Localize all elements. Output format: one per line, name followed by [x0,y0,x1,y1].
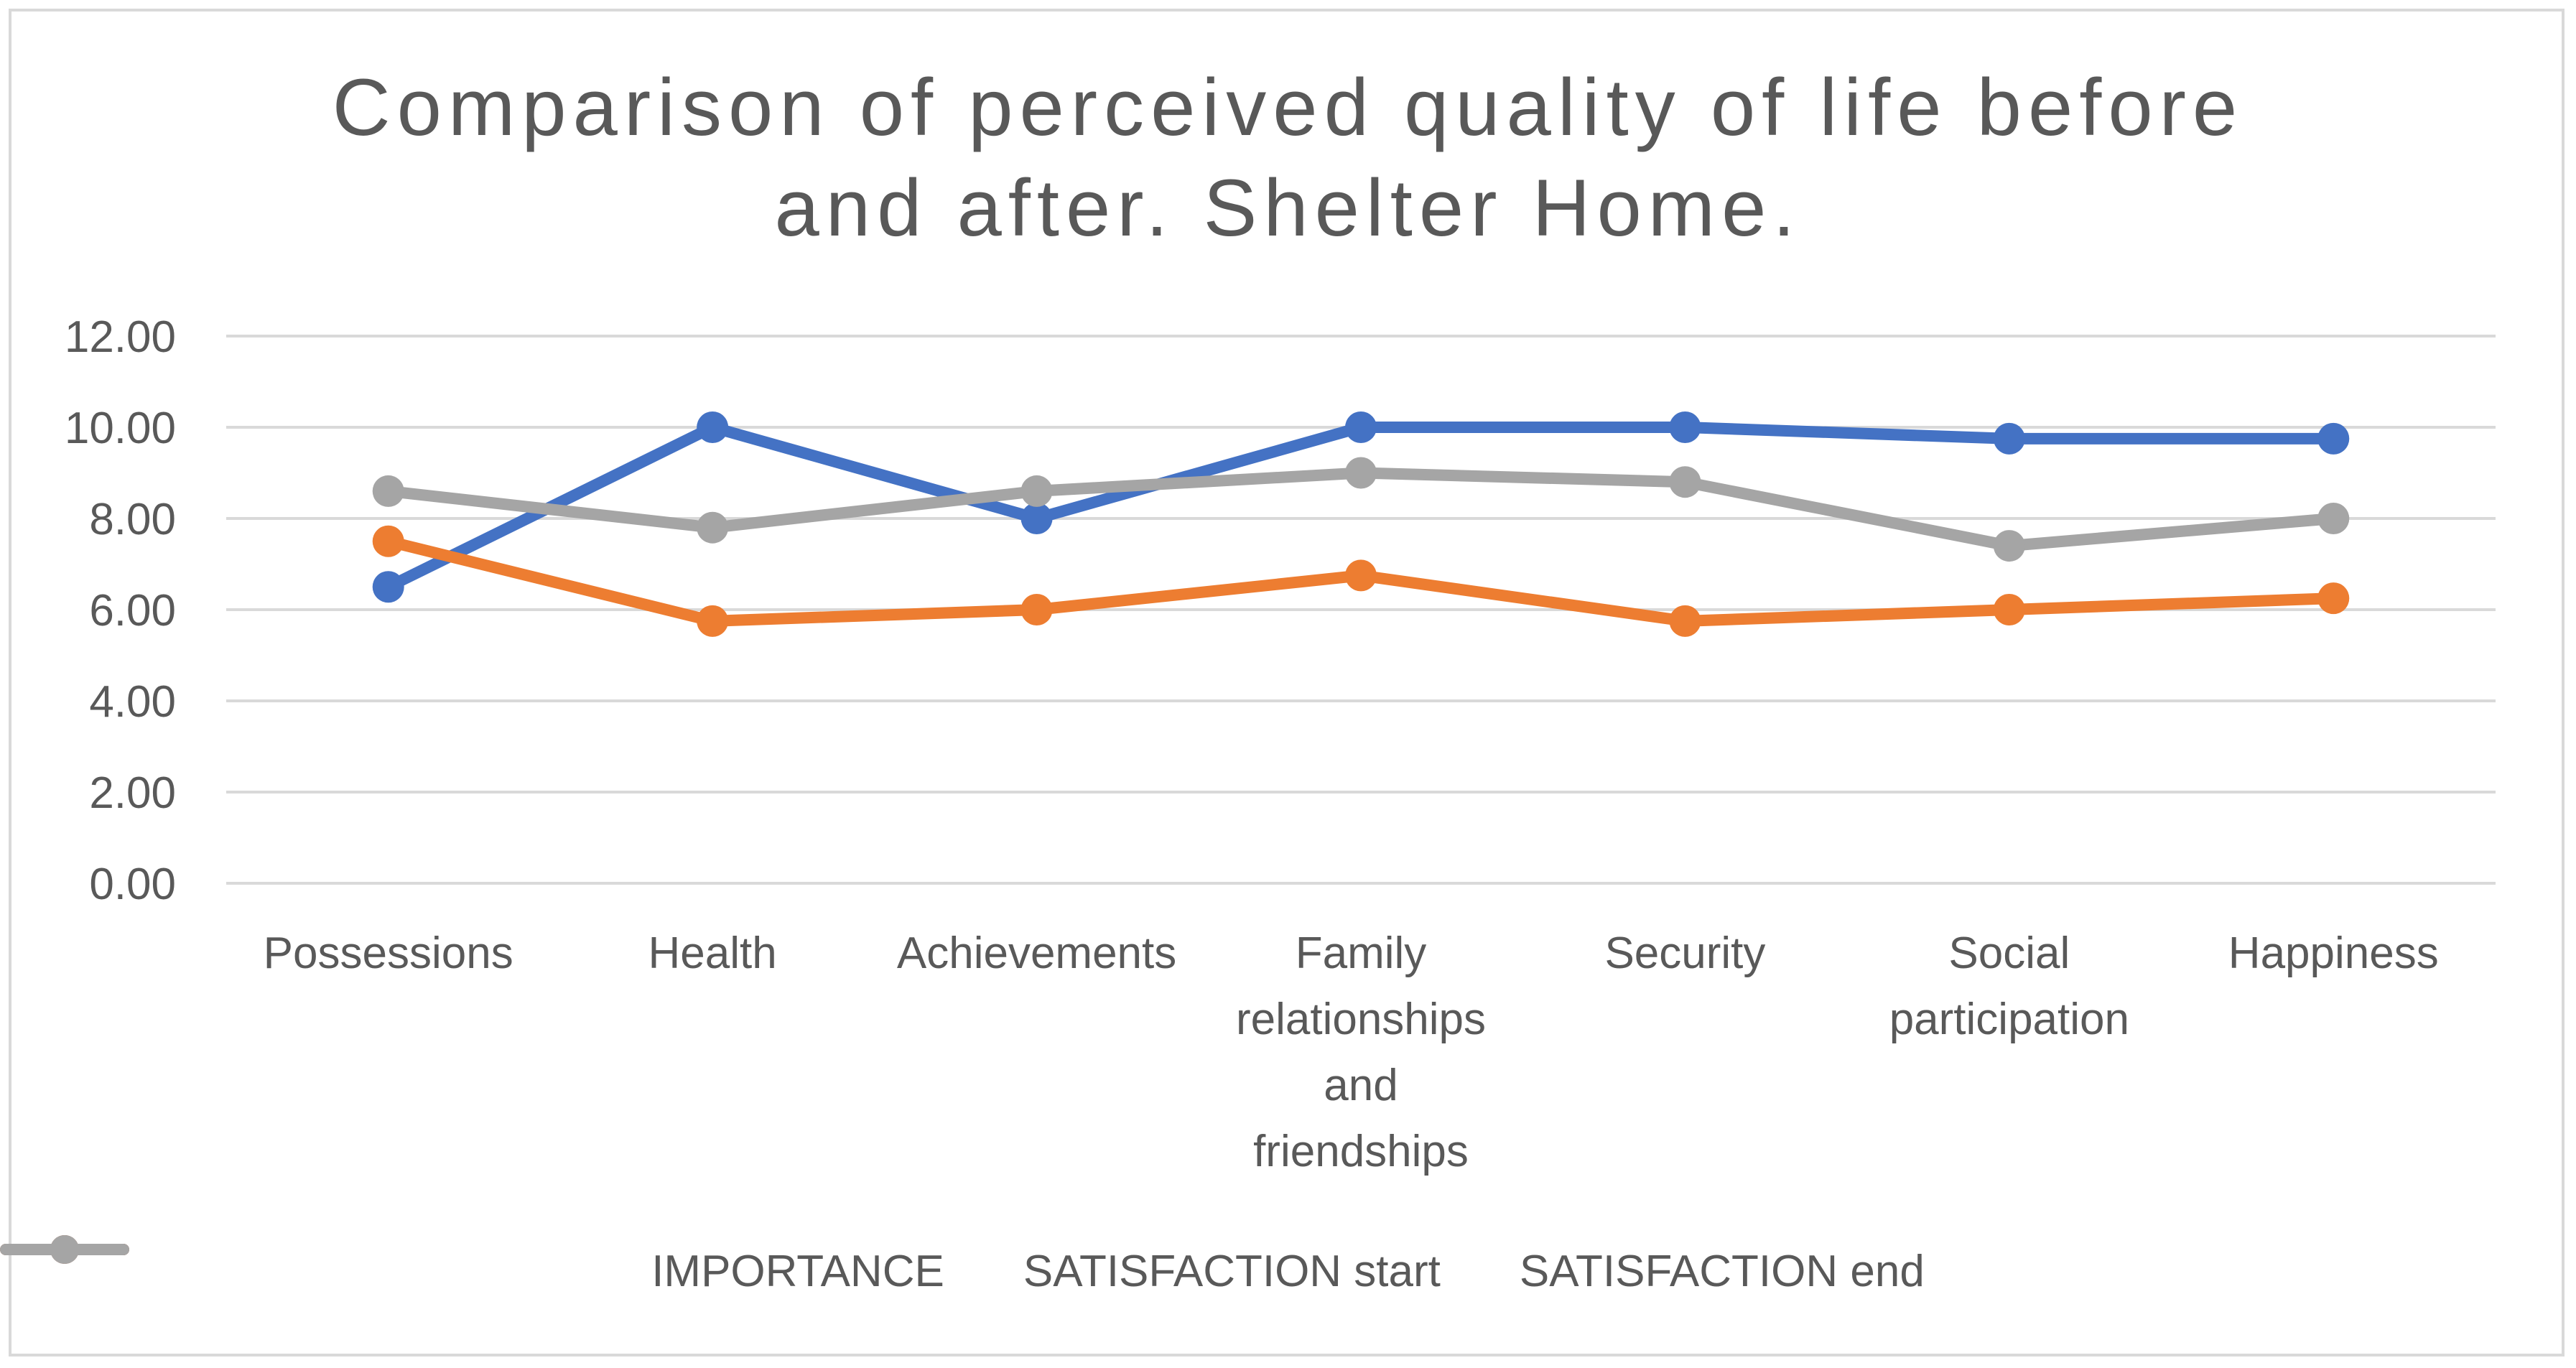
chart-title-line-2: and after. Shelter Home. [774,163,1802,253]
series-0-point-4 [1669,411,1701,443]
y-tick-label-5: 10.00 [65,404,176,453]
series-1-point-2 [1020,594,1053,625]
series-2-point-3 [1345,457,1377,489]
legend-label-2: SATISFACTION end [1519,1246,1925,1296]
series-1-point-1 [697,605,729,637]
x-tick-label-3: Family relationships and friendships [1236,929,1486,1176]
series-1-point-3 [1345,559,1377,592]
y-tick-label-3: 6.00 [89,586,176,636]
series-0-point-1 [697,411,729,443]
series-0-point-3 [1345,411,1377,443]
x-tick-label-6: Happiness [2228,929,2439,978]
y-tick-label-2: 4.00 [89,677,176,727]
series-0-point-0 [372,571,404,603]
chart-title-line-1: Comparison of perceived quality of life … [332,62,2244,152]
legend-item-1: SATISFACTION start [0,1235,1441,1297]
legend-item-2: SATISFACTION end [0,1235,1925,1297]
series-2-point-2 [1020,475,1053,507]
series-1-point-5 [1993,594,2025,625]
series-1-point-0 [372,525,404,557]
series-2-point-5 [1993,530,2025,562]
series-2-point-4 [1669,466,1701,498]
y-tick-label-1: 2.00 [89,768,176,818]
series-0-point-5 [1993,422,2025,455]
x-tick-label-0: Possessions [264,929,513,978]
series-1-point-4 [1669,605,1701,637]
x-tick-label-5: Social participation [1889,929,2129,1044]
series-1-point-6 [2317,582,2350,615]
y-tick-label-0: 0.00 [89,860,176,909]
series-2-point-1 [697,511,729,544]
legend-label-1: SATISFACTION start [1023,1246,1441,1296]
series-0-point-2 [1020,503,1053,534]
chart-title: Comparison of perceived quality of life … [0,57,2576,259]
x-tick-label-4: Security [1604,929,1765,978]
legend-label-0: IMPORTANCE [651,1246,944,1296]
series-0-point-6 [2317,422,2350,455]
y-tick-label-4: 8.00 [89,495,176,544]
series-2-point-0 [372,475,404,507]
legend-swatch-2 [0,1235,129,1264]
x-tick-label-2: Achievements [897,929,1176,978]
chart-legend: IMPORTANCE SATISFACTION start SATISFACTION… [0,1235,2576,1307]
series-2-point-6 [2317,503,2350,534]
chart-frame [9,9,2565,1357]
x-tick-label-1: Health [648,929,777,978]
legend-item-0: IMPORTANCE [0,1235,944,1297]
y-tick-label-6: 12.00 [65,312,176,362]
